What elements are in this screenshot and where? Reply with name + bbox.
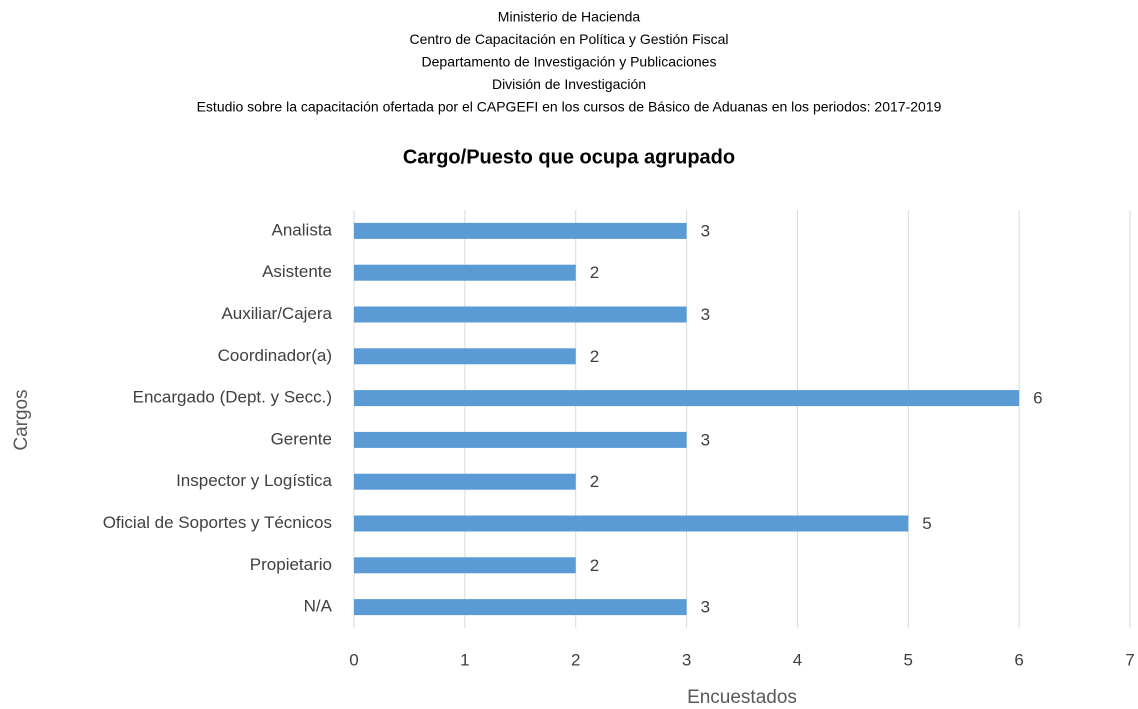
data-label: 2 bbox=[590, 347, 599, 366]
y-tick-label: Coordinador(a) bbox=[218, 346, 332, 365]
bar bbox=[354, 390, 1020, 407]
bar bbox=[354, 222, 687, 239]
bar bbox=[354, 348, 576, 365]
y-tick-label: Inspector y Logística bbox=[176, 471, 332, 490]
y-tick-label: Oficial de Soportes y Técnicos bbox=[103, 513, 332, 532]
bar bbox=[354, 473, 576, 490]
data-label: 2 bbox=[590, 556, 599, 575]
data-label: 5 bbox=[922, 514, 931, 533]
data-label: 2 bbox=[590, 472, 599, 491]
x-tick-label: 6 bbox=[1014, 650, 1023, 669]
x-tick-label: 0 bbox=[349, 650, 358, 669]
y-axis-title: Cargos bbox=[11, 389, 32, 450]
header-line: Ministerio de Hacienda bbox=[498, 9, 641, 25]
x-tick-label: 3 bbox=[682, 650, 691, 669]
y-tick-label: Analista bbox=[272, 220, 333, 239]
data-label: 3 bbox=[701, 221, 710, 240]
y-tick-label: Gerente bbox=[271, 429, 332, 448]
data-label: 3 bbox=[701, 430, 710, 449]
y-tick-label: N/A bbox=[304, 597, 333, 616]
bar bbox=[354, 264, 576, 281]
x-tick-label: 4 bbox=[793, 650, 802, 669]
bar bbox=[354, 557, 576, 574]
x-tick-label: 2 bbox=[571, 650, 580, 669]
y-tick-label: Propietario bbox=[250, 555, 332, 574]
data-label: 3 bbox=[701, 598, 710, 617]
bar bbox=[354, 431, 687, 448]
x-tick-label: 1 bbox=[460, 650, 469, 669]
chart-title: Cargo/Puesto que ocupa agrupado bbox=[403, 146, 735, 168]
y-tick-label: Asistente bbox=[262, 262, 332, 281]
y-tick-label: Auxiliar/Cajera bbox=[221, 304, 332, 323]
header-line: Centro de Capacitación en Política y Ges… bbox=[409, 31, 728, 47]
x-axis-title: Encuestados bbox=[687, 687, 797, 708]
bar bbox=[354, 515, 909, 532]
y-tick-label: Encargado (Dept. y Secc.) bbox=[133, 388, 332, 407]
header-line: División de Investigación bbox=[492, 76, 646, 92]
data-label: 2 bbox=[590, 263, 599, 282]
data-label: 3 bbox=[701, 305, 710, 324]
x-tick-label: 7 bbox=[1125, 650, 1134, 669]
bar bbox=[354, 306, 687, 323]
x-tick-label: 5 bbox=[904, 650, 913, 669]
header-line: Estudio sobre la capacitación ofertada p… bbox=[197, 99, 942, 115]
bar bbox=[354, 599, 687, 616]
header-line: Departamento de Investigación y Publicac… bbox=[422, 54, 717, 70]
data-label: 6 bbox=[1033, 389, 1042, 408]
